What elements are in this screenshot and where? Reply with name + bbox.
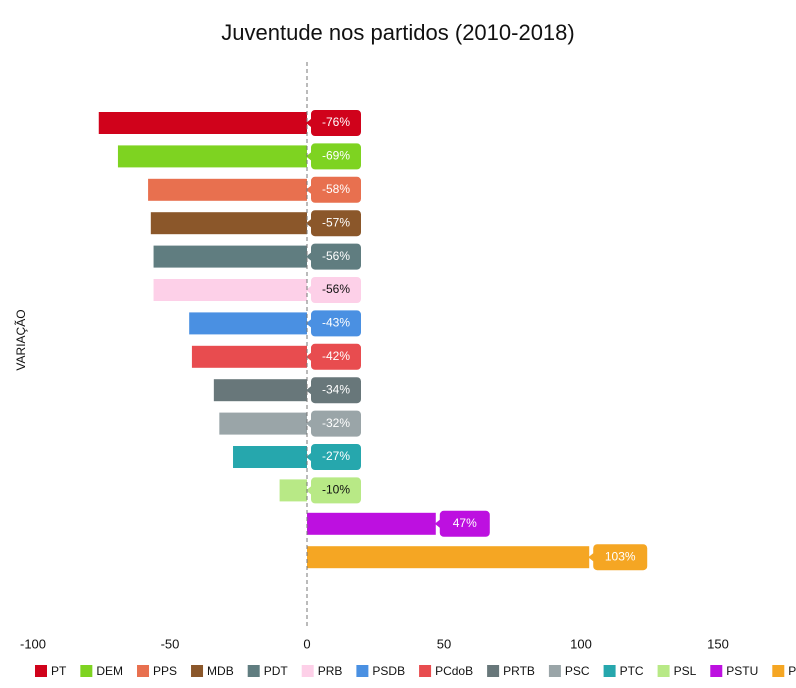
legend-swatch <box>137 665 150 677</box>
bar <box>153 279 307 301</box>
value-label: -58% <box>322 182 350 196</box>
value-label: -10% <box>322 483 350 497</box>
legend-swatch <box>603 665 616 677</box>
bar <box>233 446 307 468</box>
label-box <box>306 410 361 437</box>
value-label: -57% <box>322 215 350 229</box>
value-label: -56% <box>322 282 350 296</box>
legend-swatch <box>247 665 260 677</box>
legend-swatch <box>657 665 670 677</box>
value-label: -56% <box>322 249 350 263</box>
label-box <box>434 510 490 537</box>
legend-swatch <box>710 665 723 677</box>
label-box <box>306 110 361 136</box>
x-tick-label: 0 <box>303 636 310 651</box>
y-axis-label: VARIAÇÃO <box>14 309 28 370</box>
x-tick-label: 150 <box>707 636 729 651</box>
bar <box>307 512 436 535</box>
legend-swatch <box>301 665 314 677</box>
label-box <box>306 377 361 404</box>
label-box <box>306 444 361 470</box>
value-label: -43% <box>322 316 350 330</box>
label-box <box>306 210 361 237</box>
bar <box>117 145 307 168</box>
bar <box>150 212 307 235</box>
legend-swatch <box>487 665 500 677</box>
bar <box>98 112 307 134</box>
legend-label: PSOL <box>788 664 796 678</box>
chart-title: Juventude nos partidos (2010-2018) <box>221 20 574 45</box>
label-box <box>306 176 361 203</box>
bar <box>213 379 307 402</box>
label-box <box>306 477 361 504</box>
label-box <box>306 243 361 270</box>
value-label: -42% <box>322 349 350 363</box>
legend-label: PSDB <box>372 664 405 678</box>
legend-swatch <box>356 665 369 677</box>
bar <box>307 546 590 569</box>
value-label: -32% <box>322 416 350 430</box>
legend-swatch <box>548 665 561 677</box>
bar <box>279 479 307 502</box>
x-tick-label: 100 <box>570 636 592 651</box>
value-label: 47% <box>453 516 477 530</box>
bar <box>189 312 307 335</box>
legend-label: PDT <box>264 664 289 678</box>
legend-label: PRB <box>318 664 343 678</box>
legend-swatch <box>35 665 47 677</box>
value-label: -76% <box>322 115 350 129</box>
value-label: 103% <box>605 549 636 563</box>
legend-label: PPS <box>153 664 177 678</box>
legend-swatch <box>419 665 432 677</box>
legend-label: PSL <box>674 664 697 678</box>
x-tick-label: 50 <box>437 636 451 651</box>
legend-swatch <box>191 665 204 677</box>
legend-label: DEM <box>96 664 123 678</box>
label-box <box>306 143 361 170</box>
label-box <box>588 544 648 571</box>
label-box <box>306 343 361 370</box>
legend-label: PRTB <box>503 664 535 678</box>
bar <box>219 412 307 435</box>
value-label: -69% <box>322 149 350 163</box>
bar <box>153 245 307 268</box>
legend-label: PSC <box>565 664 590 678</box>
legend-label: PTC <box>620 664 644 678</box>
legend-label: PCdoB <box>435 664 473 678</box>
label-box <box>306 277 361 303</box>
value-label: -34% <box>322 382 350 396</box>
legend-swatch <box>80 665 93 677</box>
legend-swatch <box>772 665 785 677</box>
x-tick-label: -100 <box>20 636 46 651</box>
value-label: -27% <box>322 449 350 463</box>
legend-label: PT <box>51 664 67 678</box>
legend-label: PSTU <box>726 664 758 678</box>
label-box <box>306 310 361 337</box>
legend-label: MDB <box>207 664 234 678</box>
bar <box>148 178 307 201</box>
bar <box>191 345 307 368</box>
x-tick-label: -50 <box>161 636 180 651</box>
